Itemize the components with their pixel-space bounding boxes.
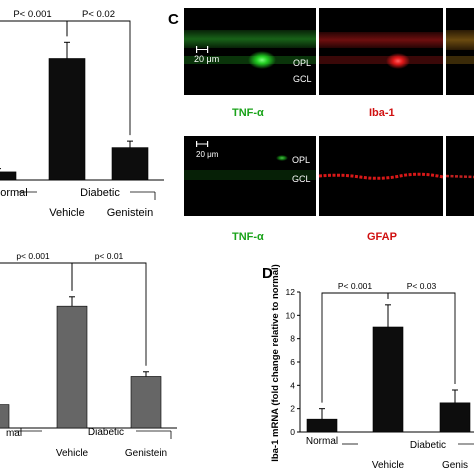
green-signal-spot	[248, 51, 276, 69]
chart-2-sig-label: p< 0.01	[95, 251, 124, 261]
chart-3-bar	[306, 418, 338, 433]
micrograph-tnf-alpha-1	[184, 8, 316, 95]
panel-letter-c: C	[168, 11, 179, 28]
scale-bar-label-2: 20 μm	[196, 150, 219, 159]
micrograph-row-1: 20 μm OPL GCL	[184, 8, 474, 95]
caption-tnf-alpha-2: TNF-α	[232, 231, 264, 243]
chart-2-category-label: Vehicle	[56, 448, 89, 459]
chart-1-bar	[111, 147, 149, 181]
chart-3-category-label: Genis	[442, 460, 468, 471]
scale-bar-label-1: 20 μm	[194, 54, 219, 64]
chart-3-ytick-label: 6	[290, 357, 295, 367]
layer-label-gcl-2: GCL	[292, 174, 311, 184]
chart-3-bar	[372, 326, 404, 433]
chart-3-sig-bracket	[387, 292, 456, 384]
chart-3-group-label: Diabetic	[410, 440, 446, 451]
chart-3-category-label: Normal	[306, 436, 338, 447]
micrograph-row-2: 20 μm OPL GCL	[184, 136, 474, 216]
chart-2-sig-label: p< 0.001	[16, 251, 50, 261]
chart-3-ytick-label: 4	[290, 380, 295, 390]
layer-label-opl-1: OPL	[293, 58, 311, 68]
chart-1-sig-label: P< 0.02	[82, 9, 115, 20]
chart-3-ytick-label: 8	[290, 334, 295, 344]
red-signal-spot	[386, 53, 410, 69]
layer-label-opl-2: OPL	[292, 155, 310, 165]
panel-letter-d: D	[262, 265, 273, 282]
chart-1-bar	[0, 171, 17, 181]
chart-2-bar	[0, 404, 10, 429]
micrograph-merge-1	[446, 8, 474, 95]
chart-3-sig-label: P< 0.03	[407, 281, 437, 291]
chart-1-group-label: Diabetic	[80, 187, 120, 199]
chart-1-category-label: Vehicle	[49, 207, 84, 219]
chart-2-category-label: mal	[6, 428, 22, 439]
chart-1-category-label: Genistein	[107, 207, 153, 219]
micrograph-iba1	[319, 8, 443, 95]
chart-3-ytick-label: 12	[286, 287, 296, 297]
chart-3-category-label: Vehicle	[372, 460, 405, 471]
chart-3-sig-label: P< 0.001	[338, 281, 373, 291]
chart-1-category-label: ormal	[0, 187, 28, 199]
chart-3-ytick-label: 0	[290, 427, 295, 437]
chart-3-bar	[439, 402, 471, 433]
chart-3-ytick-label: 10	[286, 310, 296, 320]
chart-d-ylabel: Iba-1 mRNA (fold change relative to norm…	[270, 264, 281, 462]
charts-layer: P< 0.001 P< 0.02 Diabetic ormal Vehicle Genis…	[0, 9, 474, 471]
gfap-signal-band	[318, 172, 444, 180]
chart-2-group-label: Diabetic	[88, 427, 124, 438]
caption-tnf-alpha-1: TNF-α	[232, 107, 264, 119]
chart-1-bar	[48, 58, 86, 181]
chart-2-bar	[130, 376, 162, 429]
chart-2-sig-bracket	[71, 262, 147, 366]
caption-iba1: Iba-1	[369, 107, 395, 119]
chart-3-ytick-label: 2	[290, 404, 295, 414]
chart-2-bar	[56, 305, 88, 429]
caption-gfap: GFAP	[367, 231, 397, 243]
chart-1-sig-bracket	[66, 20, 131, 136]
chart-1-sig-label: P< 0.001	[13, 9, 51, 20]
layer-label-gcl-1: GCL	[293, 74, 312, 84]
chart-2-category-label: Genistein	[125, 448, 167, 459]
